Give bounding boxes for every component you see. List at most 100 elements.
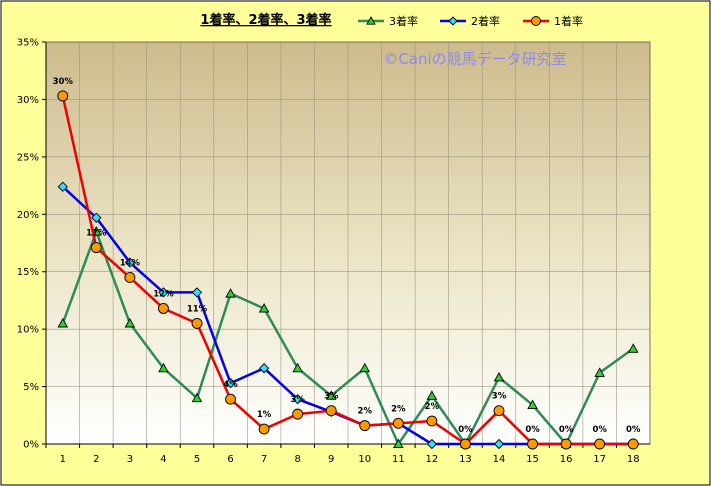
watermark-text: ©Caniの競馬データ研究室 <box>383 50 566 68</box>
data-point-marker <box>91 212 102 223</box>
legend: 3着率 2着率 1着率 <box>358 14 583 28</box>
data-label: 3% <box>290 395 305 405</box>
data-point-marker <box>426 438 438 450</box>
data-label: 1% <box>257 410 272 420</box>
data-point-marker <box>292 362 303 373</box>
data-point-marker <box>157 303 169 314</box>
data-label: 3% <box>492 392 507 402</box>
data-point-marker <box>191 392 203 403</box>
data-point-marker <box>258 423 270 435</box>
data-point-marker <box>90 242 102 254</box>
data-point-marker <box>493 405 505 417</box>
data-point-marker <box>359 362 371 373</box>
data-point-marker <box>158 362 169 373</box>
data-point-marker <box>493 438 505 450</box>
x-tick-label: 14 <box>493 454 506 465</box>
x-tick-label: 9 <box>328 454 334 465</box>
data-point-marker <box>527 399 538 409</box>
data-label: 2% <box>358 407 373 417</box>
data-point-marker <box>225 288 236 298</box>
y-tick-label: 20% <box>17 210 39 221</box>
data-point-marker <box>393 438 404 449</box>
data-point-marker <box>459 438 471 450</box>
series-1着率 <box>57 90 639 450</box>
x-tick-label: 10 <box>358 454 371 465</box>
legend-label: 3着率 <box>389 14 418 28</box>
data-labels: 30% 17% 14% 12% 11% 4% 1% 3% 3% 2% 2% 2% 0% 3% 0% 0% 0% 0… <box>53 77 641 435</box>
data-point-marker <box>124 272 136 283</box>
y-tick-label: 25% <box>17 152 39 163</box>
series-layer <box>57 90 639 450</box>
x-tick-label: 16 <box>560 454 573 465</box>
x-tick-label: 18 <box>627 454 640 465</box>
x-tick-label: 3 <box>127 454 133 465</box>
legend-marker <box>531 16 541 26</box>
data-point-marker <box>426 415 438 427</box>
data-point-marker <box>225 393 237 405</box>
data-point-marker <box>493 371 505 382</box>
data-point-marker <box>124 317 136 328</box>
data-point-marker <box>627 438 639 450</box>
data-label: 3% <box>324 392 339 402</box>
y-tick-label: 5% <box>23 382 39 393</box>
y-tick-label: 15% <box>17 267 39 278</box>
data-label: 0% <box>525 425 540 435</box>
x-tick-label: 12 <box>426 454 439 465</box>
data-label: 12% <box>153 289 174 299</box>
data-point-marker <box>292 408 304 420</box>
data-point-marker <box>392 417 404 429</box>
data-point-marker <box>426 390 438 400</box>
data-label: 4% <box>223 380 238 390</box>
data-label: 11% <box>187 304 208 314</box>
axes: 0%5%10%15%20%25%30%35%1 2 3 4 5 6 7 8 9 10 11 12 13 1… <box>17 38 651 465</box>
y-tick-label: 30% <box>17 95 39 106</box>
x-tick-label: 15 <box>526 454 539 465</box>
y-tick-label: 35% <box>17 38 39 49</box>
data-point-marker <box>158 287 169 298</box>
legend-label: 2着率 <box>471 14 500 28</box>
x-tick-label: 6 <box>227 454 233 465</box>
x-tick-label: 5 <box>194 454 200 465</box>
data-point-marker <box>57 181 68 192</box>
gridlines <box>46 42 650 444</box>
x-tick-label: 4 <box>160 454 166 465</box>
data-label: 30% <box>53 77 74 87</box>
data-label: 17% <box>86 229 107 239</box>
data-point-marker <box>258 363 270 374</box>
data-label: 0% <box>626 425 641 435</box>
data-point-marker <box>325 405 337 417</box>
data-point-marker <box>292 394 303 405</box>
data-point-marker <box>527 438 539 450</box>
data-label: 14% <box>120 258 141 268</box>
x-tick-label: 13 <box>459 454 472 465</box>
data-label: 2% <box>425 402 440 412</box>
data-label: 0% <box>458 425 473 435</box>
data-label: 0% <box>559 425 574 435</box>
x-tick-label: 7 <box>261 454 267 465</box>
x-tick-label: 2 <box>93 454 99 465</box>
chart-title: 1着率、2着率、3着率 <box>200 12 331 28</box>
data-point-marker <box>258 303 270 313</box>
x-tick-label: 8 <box>294 454 300 465</box>
data-point-marker <box>594 367 605 377</box>
data-point-marker <box>627 343 639 353</box>
x-tick-label: 1 <box>60 454 66 465</box>
legend-marker <box>366 16 376 25</box>
series-line <box>61 95 634 446</box>
legend-label: 1着率 <box>554 14 583 28</box>
y-tick-label: 10% <box>17 325 39 336</box>
data-point-marker <box>225 377 236 389</box>
data-point-marker <box>191 317 203 329</box>
data-point-marker <box>57 317 69 328</box>
data-label: 0% <box>592 425 607 435</box>
data-label: 2% <box>391 404 406 414</box>
legend-item: 2着率 <box>440 14 500 28</box>
data-point-marker <box>594 438 606 450</box>
data-point-marker <box>325 390 337 400</box>
data-point-marker <box>359 420 371 432</box>
data-point-marker <box>124 257 136 268</box>
y-tick-label: 0% <box>23 440 39 451</box>
data-point-marker <box>191 287 203 298</box>
